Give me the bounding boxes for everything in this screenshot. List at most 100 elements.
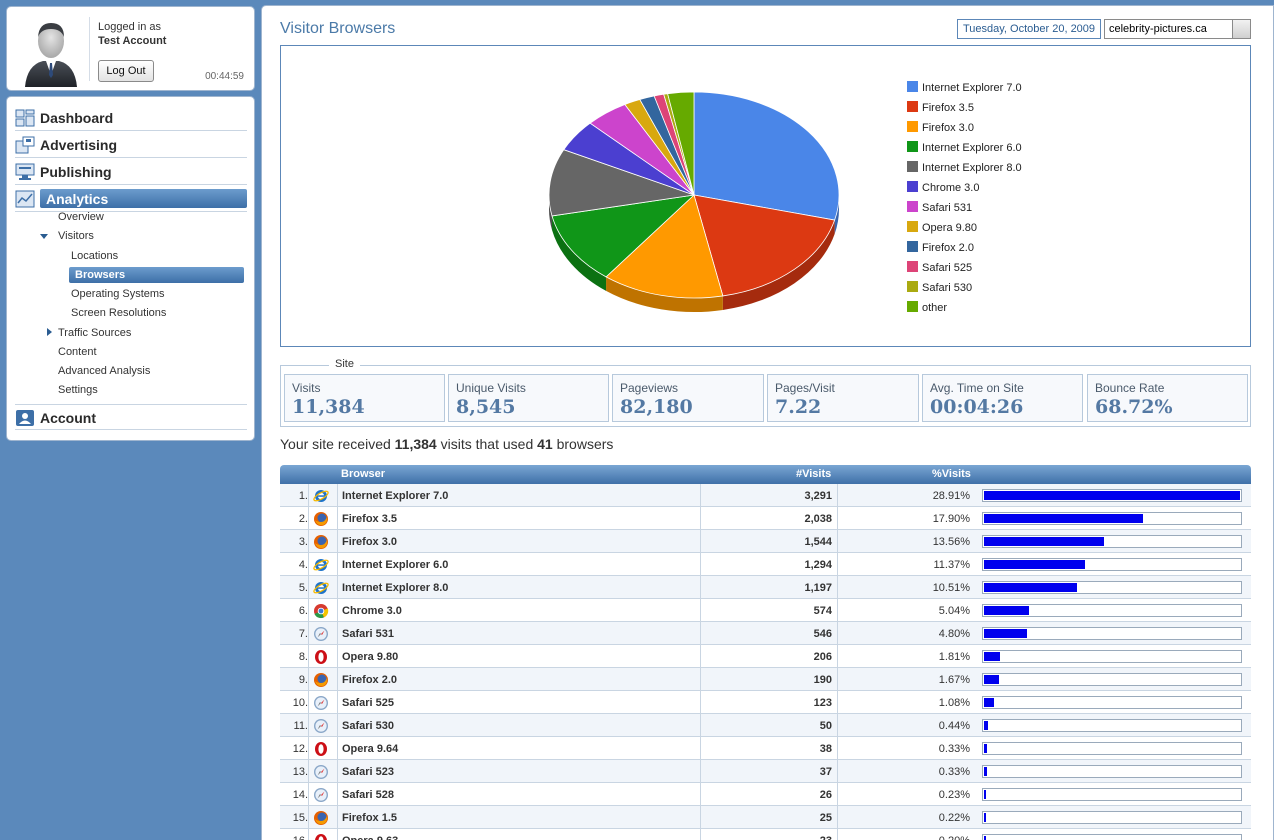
table-row[interactable]: 4. Internet Explorer 6.0 1,294 11.37% [280,553,1251,576]
subnav-locations[interactable]: Locations [71,250,119,262]
row-pct: 5.04% [938,605,970,617]
col-divider [308,714,309,736]
table-row[interactable]: 9. Firefox 2.0 190 1.67% [280,668,1251,691]
row-visits: 3,291 [804,490,832,502]
col-pct-visits[interactable]: %Visits [932,468,971,480]
subnav-traffic-sources[interactable]: Traffic Sources [58,327,132,339]
table-row[interactable]: 12. Opera 9.64 38 0.33% [280,737,1251,760]
row-browser-name[interactable]: Safari 528 [342,789,394,801]
subnav-browsers[interactable]: Browsers [69,267,244,283]
row-visits: 206 [813,651,832,663]
col-divider [837,553,838,575]
subnav-visitors[interactable]: Visitors [58,230,94,242]
session-timer: 00:44:59 [205,71,244,82]
row-visits: 1,294 [804,559,832,571]
col-divider [700,576,701,598]
row-browser-name[interactable]: Opera 9.64 [342,743,399,755]
col-divider [837,737,838,759]
table-row[interactable]: 5. Internet Explorer 8.0 1,197 10.51% [280,576,1251,599]
summary-visits: 11,384 [394,436,437,452]
table-row[interactable]: 16. Opera 9.63 23 0.20% [280,829,1251,840]
table-row[interactable]: 14. Safari 528 26 0.23% [280,783,1251,806]
nav-publishing[interactable]: Publishing [15,159,247,185]
col-divider [337,530,338,552]
browser-table: Browser #Visits %Visits 1. Internet Explo… [280,465,1251,840]
expand-right-icon[interactable] [47,328,52,336]
col-divider [337,576,338,598]
row-browser-name[interactable]: Internet Explorer 6.0 [342,559,449,571]
row-rank: 4. [298,559,308,571]
row-browser-name[interactable]: Firefox 3.0 [342,536,398,548]
table-row[interactable]: 13. Safari 523 37 0.33% [280,760,1251,783]
table-row[interactable]: 1. Internet Explorer 7.0 3,291 28.91% [280,484,1251,507]
table-row[interactable]: 3. Firefox 3.0 1,544 13.56% [280,530,1251,553]
subnav-screen-resolutions[interactable]: Screen Resolutions [71,307,167,319]
firefox-icon [314,811,328,825]
row-pct: 0.20% [840,835,970,840]
legend-swatch [907,301,918,312]
row-browser-name[interactable]: Safari 530 [342,720,394,732]
row-browser-name[interactable]: Firefox 2.0 [342,674,398,686]
table-row[interactable]: 2. Firefox 3.5 2,038 17.90% [280,507,1251,530]
nav-dashboard[interactable]: Dashboard [15,105,247,131]
row-share-fill [984,606,1029,615]
row-browser-name[interactable]: Chrome 3.0 [342,605,402,617]
table-row[interactable]: 8. Opera 9.80 206 1.81% [280,645,1251,668]
table-row[interactable]: 6. Chrome 3.0 574 5.04% [280,599,1251,622]
row-pct: 0.33% [938,766,970,778]
col-browser[interactable]: Browser [341,468,386,480]
expand-down-icon[interactable] [40,234,48,239]
row-browser-name[interactable]: Safari 525 [342,697,394,709]
col-divider [837,829,838,840]
table-row[interactable]: 10. Safari 525 123 1.08% [280,691,1251,714]
subnav-content[interactable]: Content [58,346,97,358]
row-pct: 4.80% [938,628,970,640]
row-browser-name[interactable]: Internet Explorer 7.0 [342,490,449,502]
subnav-settings[interactable]: Settings [58,384,98,396]
row-rank: 1. [298,490,308,502]
nav-advertising[interactable]: Advertising [15,132,247,158]
row-browser-name[interactable]: Safari 531 [342,628,394,640]
subnav-advanced-analysis[interactable]: Advanced Analysis [58,365,151,377]
col-divider [337,645,338,667]
legend-label: Safari 531 [922,202,972,214]
row-browser-name[interactable]: Opera 9.80 [342,651,399,663]
logout-button[interactable]: Log Out [98,60,154,82]
pie-slice-side [552,215,607,291]
col-divider [337,553,338,575]
row-share-bar [982,673,1242,686]
advertising-icon [15,136,35,154]
date-picker[interactable]: Tuesday, October 20, 2009 [957,19,1101,39]
site-selector[interactable]: celebrity-pictures.ca [1104,19,1251,39]
subnav-operating-systems[interactable]: Operating Systems [71,288,165,300]
row-browser-name[interactable]: Safari 523 [342,766,394,778]
col-divider [837,783,838,805]
row-rank: 7. [298,628,308,640]
row-pct: 1.67% [938,674,970,686]
col-divider [337,714,338,736]
col-divider [308,484,309,506]
row-browser-name[interactable]: Internet Explorer 8.0 [342,582,449,594]
row-browser-name[interactable]: Firefox 1.5 [342,812,398,824]
subnav-overview[interactable]: Overview [58,211,104,223]
site-selector-value: celebrity-pictures.ca [1109,23,1207,35]
legend-swatch [907,121,918,132]
row-visits: 25 [819,812,832,824]
stat-label: Pages/Visit [775,381,835,395]
col-divider [837,668,838,690]
row-browser-name[interactable]: Firefox 3.5 [342,513,398,525]
dropdown-button-icon[interactable] [1232,20,1250,38]
table-row[interactable]: 7. Safari 531 546 4.80% [280,622,1251,645]
user-avatar-icon [25,23,77,87]
nav-analytics[interactable]: Analytics [15,186,247,212]
col-divider [337,484,338,506]
ie-icon [313,490,329,502]
row-visits: 38 [819,743,832,755]
nav-account[interactable]: Account [15,404,247,430]
col-divider [837,691,838,713]
table-row[interactable]: 15. Firefox 1.5 25 0.22% [280,806,1251,829]
table-row[interactable]: 11. Safari 530 50 0.44% [280,714,1251,737]
col-visits[interactable]: #Visits [796,468,832,480]
safari-icon [314,765,328,779]
row-browser-name[interactable]: Opera 9.63 [342,835,398,840]
